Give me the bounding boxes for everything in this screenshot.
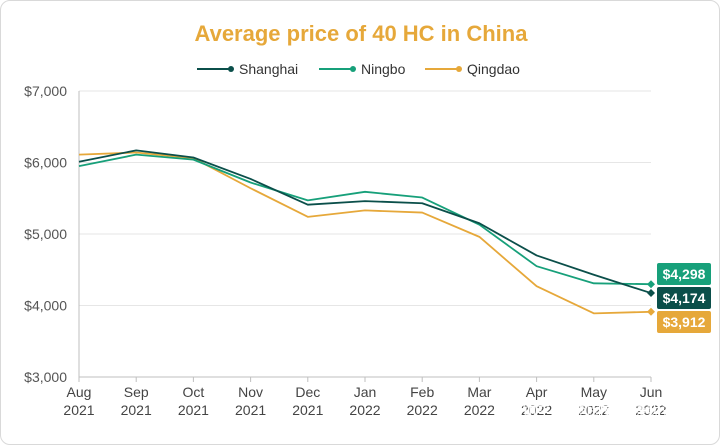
y-tick-label: $5,000 — [24, 226, 67, 242]
x-tick-label: Dec 2021 — [292, 384, 323, 418]
x-tick-label: Sep 2021 — [121, 384, 152, 418]
end-label-ningbo: $4,298 — [657, 263, 711, 285]
y-tick-label: $3,000 — [24, 369, 67, 385]
series-line-shanghai — [78, 149, 652, 294]
grid — [79, 90, 651, 306]
end-label-text: $4,298 — [663, 266, 706, 282]
watermark: 知乎 @德国安世捷物流 — [522, 403, 677, 421]
end-labels: $4,298 $4,174 $3,912 — [657, 263, 711, 333]
end-label-shanghai: $4,174 — [657, 287, 711, 309]
end-label-text: $3,912 — [663, 314, 706, 330]
end-label-text: $4,174 — [663, 290, 706, 306]
x-tick-label: Apr 2022 — [521, 384, 552, 418]
x-tick-label: Jun 2022 — [635, 384, 666, 418]
y-tick-label: $6,000 — [24, 155, 67, 171]
legend-marker — [456, 66, 462, 72]
x-tick-label: Nov 2021 — [235, 384, 266, 418]
x-tick-label: Mar 2022 — [464, 384, 495, 418]
end-label-box — [657, 287, 711, 309]
legend-marker — [350, 66, 356, 72]
legend-label: Qingdao — [467, 61, 520, 77]
end-point-qingdao — [647, 307, 655, 316]
legend: Shanghai Ningbo Qingdao — [197, 61, 520, 77]
series-group — [78, 149, 655, 316]
legend-item-ningbo: Ningbo — [319, 61, 406, 77]
series-line-ningbo — [78, 153, 652, 286]
x-tick-label: Oct 2021 — [178, 384, 209, 418]
series-line-qingdao — [78, 151, 652, 315]
legend-marker — [228, 66, 234, 72]
legend-item-shanghai: Shanghai — [197, 61, 298, 77]
x-tick-label: Aug 2021 — [63, 384, 94, 418]
y-tick-label: $4,000 — [24, 298, 67, 314]
end-label-box — [657, 311, 711, 333]
end-label-qingdao: $3,912 — [657, 311, 711, 333]
x-tick-label: May 2022 — [578, 384, 609, 418]
end-point-shanghai — [647, 289, 655, 298]
legend-label: Shanghai — [239, 61, 298, 77]
x-tick-label: Jan 2022 — [349, 384, 380, 418]
axes: $3,000 $4,000 $5,000 $6,000 $7,000 Aug 2021 Sep… — [24, 83, 667, 418]
end-point-ningbo — [647, 280, 655, 289]
x-tick-label: Feb 2022 — [407, 384, 438, 418]
legend-label: Ningbo — [361, 61, 406, 77]
end-label-box — [657, 263, 711, 285]
chart-title: Average price of 40 HC in China — [195, 21, 529, 46]
y-tick-label: $7,000 — [24, 83, 67, 99]
legend-item-qingdao: Qingdao — [425, 61, 520, 77]
